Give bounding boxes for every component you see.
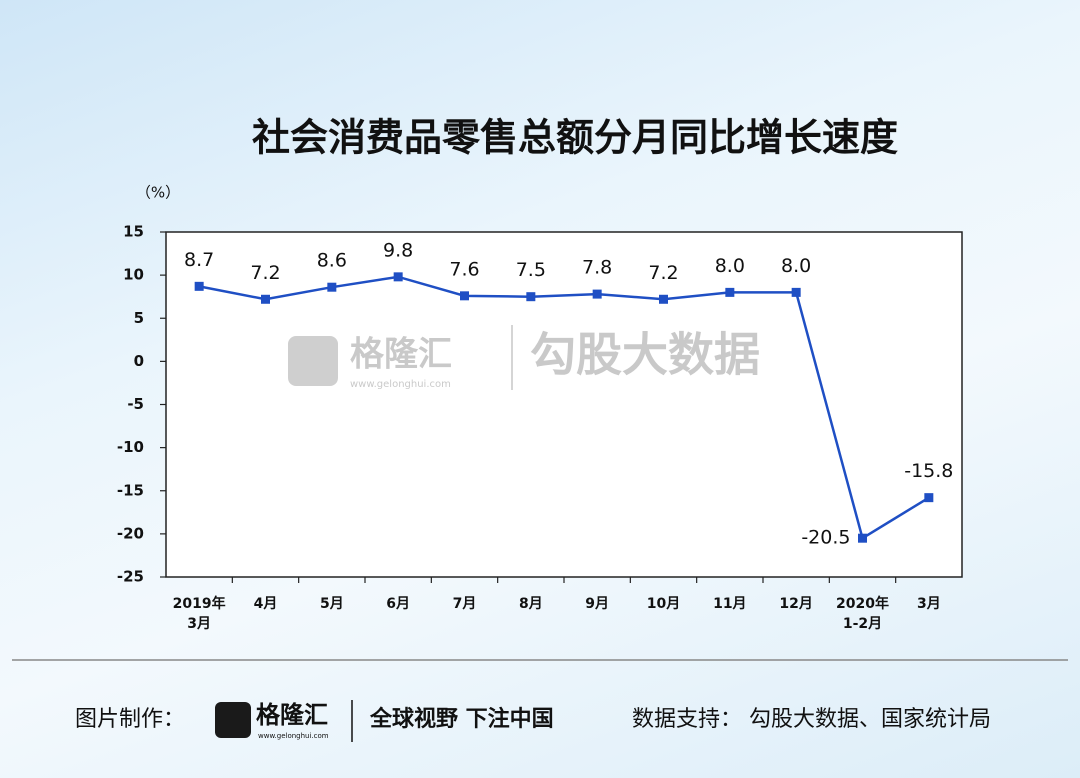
x-tick-label: 2019年 3月: [172, 596, 226, 632]
x-tick-label: 7月: [452, 596, 477, 612]
y-tick-label: -5: [127, 395, 144, 413]
data-label: 8.7: [184, 249, 214, 271]
x-tick-label: 12月: [779, 596, 813, 612]
footer-logo: [215, 702, 251, 738]
marker: [858, 533, 867, 543]
x-tick-label: 8月: [518, 596, 543, 612]
data-label: -15.8: [904, 460, 953, 482]
data-label: 8.0: [781, 255, 811, 277]
footer-made-by: 图片制作：: [75, 707, 185, 732]
line: [198, 275, 930, 541]
marker: [592, 289, 602, 299]
y-tick-label: 15: [123, 223, 144, 241]
data-label: 7.2: [648, 262, 678, 284]
x-tick-label: 2020年 1-2月: [836, 596, 889, 632]
marker: [924, 493, 934, 503]
marker: [261, 294, 270, 304]
watermark: 格隆汇 www.gelonghui.com 勾股大数据: [288, 325, 760, 390]
data-label: 7.8: [582, 257, 612, 279]
marker: [725, 287, 735, 297]
watermark-url: www.gelonghui.com: [350, 379, 451, 390]
x-tick-label: 3月: [916, 596, 941, 612]
y-tick-label: -15: [117, 481, 144, 499]
footer-brand: 格隆汇: [256, 701, 328, 729]
x-tick-label: 6月: [386, 596, 411, 612]
marker: [194, 281, 204, 291]
y-tick-label: 0: [134, 352, 144, 370]
data-label: 9.8: [383, 239, 413, 261]
data-label: 8.6: [317, 250, 347, 272]
y-tick-label: 5: [134, 309, 144, 327]
watermark-logo: [288, 336, 338, 386]
marker: [460, 291, 469, 301]
marker: [393, 272, 403, 282]
marker: [526, 292, 536, 302]
watermark-partner: 勾股大数据: [530, 328, 760, 382]
x-tick-label: 5月: [319, 596, 344, 612]
x-tick-label: 4月: [253, 596, 278, 612]
x-tick-label: 10月: [646, 596, 681, 612]
footer-url: www.gelonghui.com: [258, 732, 329, 740]
data-label: 7.5: [516, 259, 546, 281]
marker: [327, 282, 337, 292]
x-tick-label: 9月: [585, 596, 610, 612]
footer-source: 数据支持： 勾股大数据、国家统计局: [632, 707, 991, 732]
plot-area: [165, 231, 963, 578]
y-tick-label: -20: [117, 524, 144, 542]
marker: [791, 287, 801, 297]
footer-slogan: 全球视野 下注中国: [369, 706, 554, 732]
watermark-brand: 格隆汇: [350, 335, 452, 375]
chart-title: 社会消费品零售总额分月同比增长速度: [252, 116, 898, 160]
y-tick-label: -25: [117, 568, 144, 586]
y-axis-label: （%）: [136, 184, 180, 202]
y-tick-label: -10: [117, 438, 144, 456]
y-tick-label: 10: [123, 266, 144, 284]
marker: [659, 294, 668, 304]
x-tick-label: 11月: [713, 596, 747, 612]
data-label: 7.2: [250, 262, 280, 284]
data-label: 8.0: [715, 255, 745, 277]
data-label: -20.5: [801, 527, 850, 549]
data-label: 7.6: [449, 258, 479, 280]
